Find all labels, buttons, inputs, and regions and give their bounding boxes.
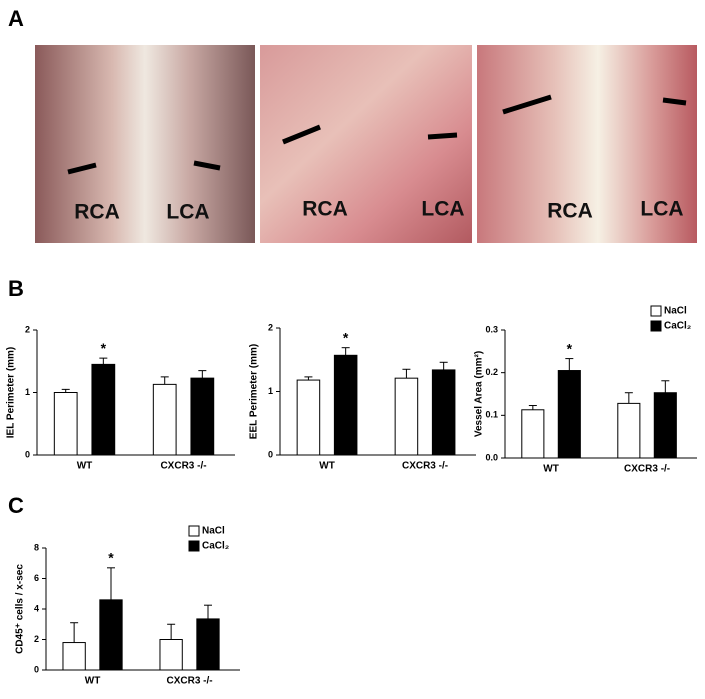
measure-mark [427,132,458,140]
panel-label: C [8,493,24,518]
photo [477,45,697,243]
panel-label: B [8,276,24,301]
bar [521,409,545,459]
x-tick-label: CXCR3 -/- [402,461,448,472]
y-tick-label: 0.2 [485,367,498,377]
significance: * [108,550,114,566]
bar [296,379,321,456]
x-tick-label: WT [85,676,101,687]
photo-label: LCA [640,198,683,221]
x-tick-label: WT [543,464,559,475]
bar [190,377,215,456]
bar [196,618,220,671]
measure-mark [67,162,97,175]
photo [260,45,472,243]
legend-swatch [650,305,662,317]
x-tick-label: WT [77,461,93,472]
significance: * [567,340,573,356]
measure-mark [193,160,221,171]
y-tick-label: 0 [34,664,39,674]
bar [333,354,358,456]
legend-label: NaCl [202,526,225,537]
significance: * [343,329,349,345]
legend-label: NaCl [664,306,687,317]
y-tick-label: 0 [268,449,273,459]
bar [653,392,677,459]
legend-swatch [188,525,200,537]
y-axis-title: IEL Perimeter (mm) [6,347,17,439]
bar [99,599,123,671]
measure-mark [662,97,687,106]
legend-label: CaCl₂ [202,541,229,552]
photo-label: LCA [421,198,464,221]
bar [159,639,183,671]
photo [35,45,255,243]
y-tick-label: 0 [25,449,30,459]
y-tick-label: 6 [34,573,39,583]
legend-swatch [188,540,200,552]
photo-label: RCA [74,201,120,224]
bar [152,383,177,456]
measure-mark [282,124,321,145]
bar [53,392,78,456]
panel-label: A [8,6,24,31]
y-tick-label: 2 [34,634,39,644]
significance: * [101,340,107,356]
photo-label: RCA [302,198,348,221]
photo-label: RCA [547,200,593,223]
bar [617,402,641,459]
y-tick-label: 0.0 [485,452,498,462]
x-tick-label: WT [319,461,335,472]
x-tick-label: CXCR3 -/- [624,464,670,475]
legend-label: CaCl₂ [664,321,691,332]
y-axis-title: EEL Perimeter (mm) [249,344,260,439]
y-tick-label: 0.1 [485,410,498,420]
y-tick-label: 8 [34,542,39,552]
legend-swatch [650,320,662,332]
bar [394,377,419,456]
y-axis-title: Vessel Area (mm²) [474,351,485,437]
bar [431,369,456,456]
bar [91,363,116,456]
y-tick-label: 2 [268,322,273,332]
y-tick-label: 1 [268,386,273,396]
measure-mark [502,94,552,115]
bar [557,370,581,459]
y-tick-label: 1 [25,387,30,397]
y-axis-title: CD45⁺ cells / x-sec [15,564,26,654]
bar [62,642,86,671]
x-tick-label: CXCR3 -/- [166,676,212,687]
y-tick-label: 2 [25,324,30,334]
photo-label: LCA [166,201,209,224]
y-tick-label: 0.3 [485,324,498,334]
y-tick-label: 4 [34,603,39,613]
x-tick-label: CXCR3 -/- [160,461,206,472]
